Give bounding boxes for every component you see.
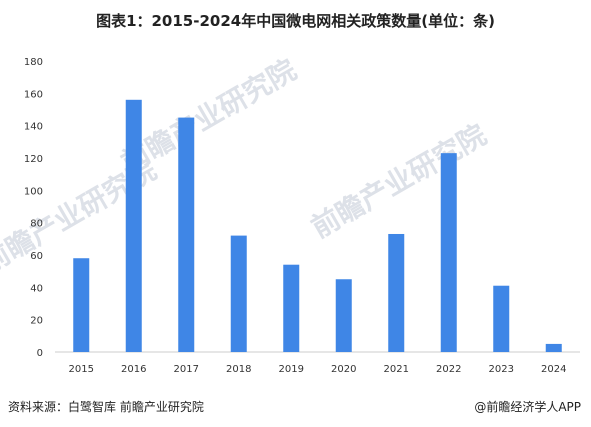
x-tick-label: 2016: [121, 364, 146, 375]
x-tick-label: 2023: [489, 364, 514, 375]
y-tick-label: 80: [30, 219, 43, 230]
credit-note: @前瞻经济学人APP: [474, 400, 581, 414]
y-tick-label: 0: [37, 348, 43, 359]
bar: [230, 235, 247, 352]
bar: [73, 258, 90, 352]
chart-title: 图表1：2015-2024年中国微电网相关政策数量(单位：条): [96, 12, 495, 30]
y-tick-label: 140: [24, 122, 43, 133]
x-tick-label: 2022: [436, 364, 461, 375]
x-tick-label: 2020: [331, 364, 356, 375]
bar: [335, 279, 352, 352]
y-tick-label: 180: [24, 57, 43, 68]
bar: [125, 99, 142, 352]
y-tick-label: 100: [24, 186, 43, 197]
x-tick-label: 2019: [279, 364, 304, 375]
x-tick-label: 2021: [384, 364, 409, 375]
y-tick-label: 60: [30, 251, 43, 262]
bar: [388, 233, 405, 352]
source-note: 资料来源：白鹭智库 前瞻产业研究院: [8, 400, 204, 414]
bar: [493, 285, 510, 352]
bar: [178, 117, 195, 352]
y-tick-label: 40: [30, 283, 43, 294]
x-tick-label: 2015: [69, 364, 94, 375]
x-tick-label: 2017: [174, 364, 199, 375]
bar: [545, 343, 562, 352]
bar: [440, 153, 457, 352]
y-tick-label: 120: [24, 154, 43, 165]
x-tick-label: 2018: [226, 364, 251, 375]
x-tick-label: 2024: [541, 364, 566, 375]
bar: [283, 264, 300, 352]
y-tick-label: 160: [24, 89, 43, 100]
y-tick-label: 20: [30, 316, 43, 327]
